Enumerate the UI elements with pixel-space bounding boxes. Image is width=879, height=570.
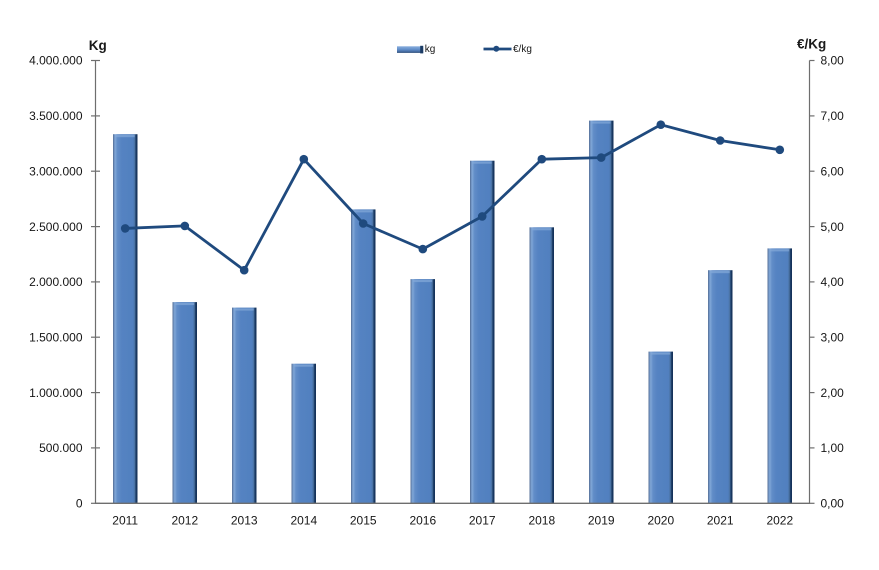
svg-text:2017: 2017 [469, 514, 496, 528]
svg-text:€/kg: €/kg [513, 44, 532, 55]
svg-text:6,00: 6,00 [821, 164, 845, 178]
svg-text:Kg: Kg [89, 38, 107, 53]
svg-text:8,00: 8,00 [821, 54, 845, 68]
svg-text:3.000.000: 3.000.000 [29, 164, 83, 178]
svg-text:€/Kg: €/Kg [797, 36, 826, 51]
svg-text:2019: 2019 [588, 514, 615, 528]
svg-text:500.000: 500.000 [39, 441, 83, 455]
svg-text:4.000.000: 4.000.000 [29, 54, 83, 68]
svg-text:2022: 2022 [766, 514, 793, 528]
svg-text:3,00: 3,00 [821, 330, 845, 344]
svg-text:2021: 2021 [707, 514, 734, 528]
svg-text:2013: 2013 [231, 514, 258, 528]
svg-text:1,00: 1,00 [821, 441, 845, 455]
svg-text:1.000.000: 1.000.000 [29, 386, 83, 400]
svg-text:2,00: 2,00 [821, 386, 845, 400]
svg-text:2.500.000: 2.500.000 [29, 220, 83, 234]
svg-text:2014: 2014 [290, 514, 317, 528]
svg-text:4,00: 4,00 [821, 275, 845, 289]
svg-text:3.500.000: 3.500.000 [29, 109, 83, 123]
svg-text:1.500.000: 1.500.000 [29, 330, 83, 344]
svg-text:2016: 2016 [409, 514, 436, 528]
svg-text:2011: 2011 [112, 514, 138, 528]
svg-text:2012: 2012 [171, 514, 198, 528]
svg-text:5,00: 5,00 [821, 220, 845, 234]
svg-text:0,00: 0,00 [821, 497, 845, 511]
svg-text:0: 0 [76, 497, 83, 511]
svg-text:2.000.000: 2.000.000 [29, 275, 83, 289]
svg-text:7,00: 7,00 [821, 109, 845, 123]
svg-text:2018: 2018 [528, 514, 555, 528]
svg-text:kg: kg [425, 44, 436, 55]
svg-text:2015: 2015 [350, 514, 377, 528]
svg-text:2020: 2020 [647, 514, 674, 528]
